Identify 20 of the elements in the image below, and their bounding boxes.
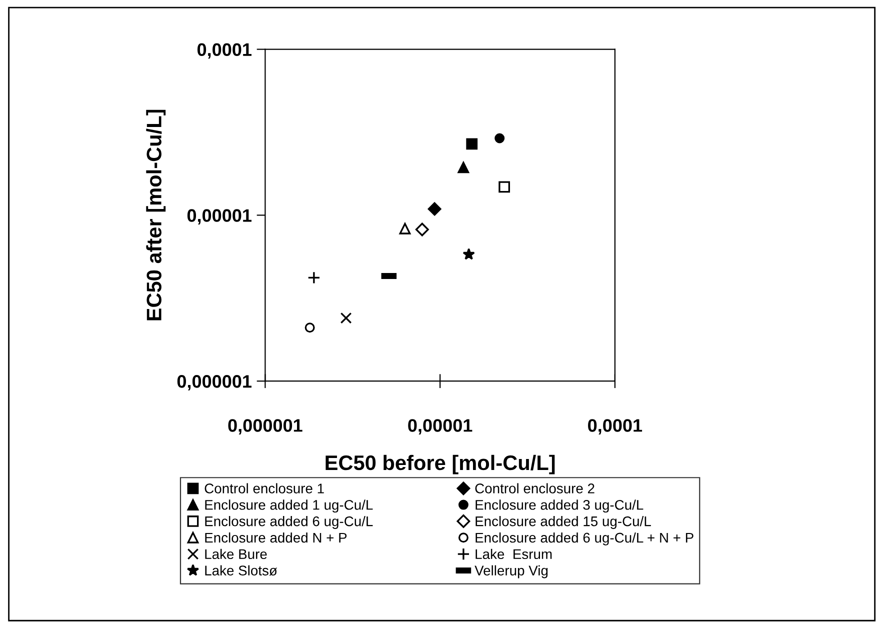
x-tick-label: 0,0001 — [588, 419, 642, 434]
legend-label: Lake Bure — [205, 548, 267, 560]
y-tick-label: 0,00001 — [187, 209, 252, 225]
x-tick-label: 0,00001 — [408, 419, 472, 434]
legend-label: Lake Esrum — [476, 548, 552, 560]
legend-label: Enclosure added 6 ug-Cu/L — [205, 516, 373, 529]
legend-label: Vellerup Vig — [474, 565, 548, 578]
legend-label: Enclosure added 1 ug-Cu/L — [205, 500, 373, 513]
y-axis-title: EC50 after [mol-Cu/L] — [146, 110, 166, 320]
legend-label: Lake Slotsø — [205, 565, 278, 576]
legend-label: Control enclosure 1 — [204, 483, 324, 494]
legend-label: Enclosure added 6 ug-Cu/L + N + P — [476, 532, 694, 546]
y-tick-label: 0,000001 — [177, 375, 252, 390]
x-axis-title: EC50 before [mol-Cu/L] — [326, 454, 555, 474]
legend-label: Enclosure added 15 ug-Cu/L — [476, 516, 651, 529]
legend-label: Control enclosure 2 — [475, 483, 594, 494]
y-tick-label: 0,0001 — [197, 43, 252, 59]
legend-label: Enclosure added N + P — [205, 532, 347, 543]
x-tick-label: 0,000001 — [228, 419, 302, 434]
legend-label: Enclosure added 3 ug-Cu/L — [476, 500, 644, 513]
